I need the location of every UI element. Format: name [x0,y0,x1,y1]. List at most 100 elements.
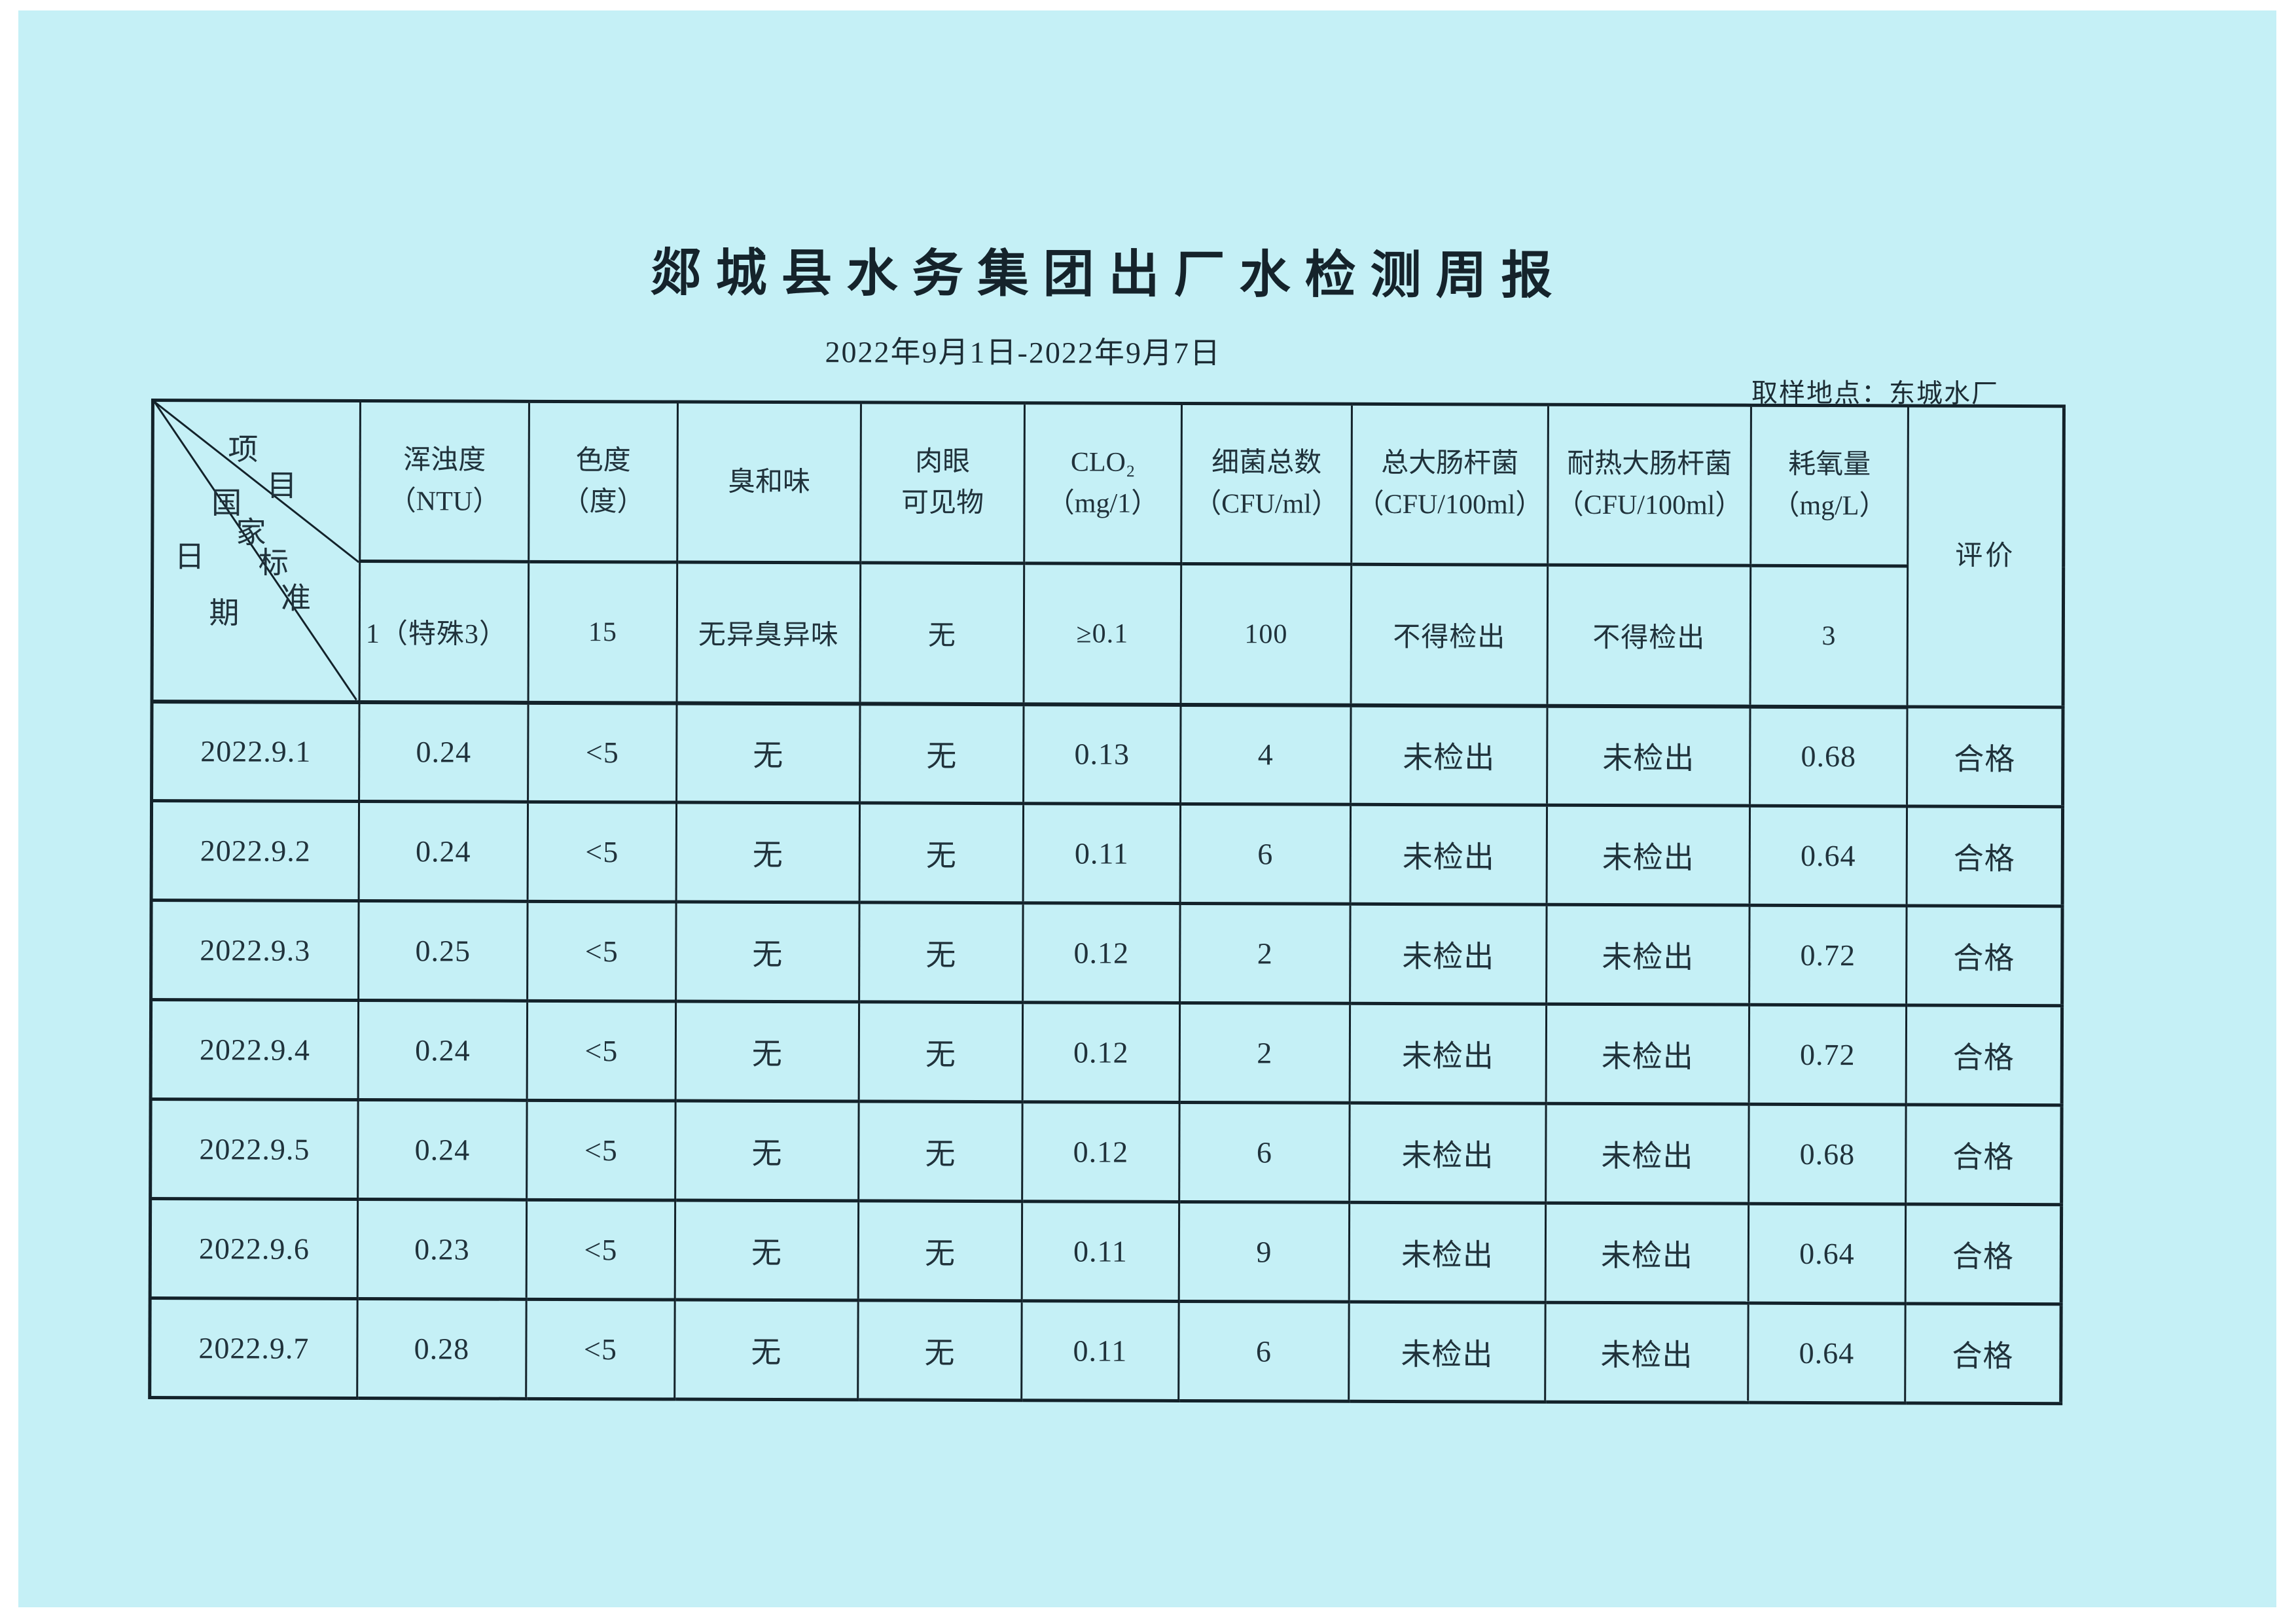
data-cell-bacteria-total: 9 [1179,1202,1350,1302]
data-cell-odor: 无 [676,802,860,902]
standards-row: 1（特殊3） 15 无异臭异味 无 ≥0.1 100 不得检出 不得检出 3 [152,561,2064,707]
column-header-visible-matter: 肉眼 可见物 [860,402,1025,563]
data-cell-oxygen-consumption: 0.68 [1748,1104,1907,1204]
data-cell-odor: 无 [674,1300,859,1400]
data-cell-turbidity: 0.24 [357,1099,528,1200]
evaluation-cell: 合格 [1907,806,2063,906]
diagonal-header-cell: 项目 国家标准 日期 [152,400,361,702]
date-cell: 2022.9.1 [151,701,360,802]
data-cell-visible-matter: 无 [859,703,1024,804]
date-cell: 2022.9.3 [151,900,359,1001]
date-cell: 2022.9.4 [151,999,359,1100]
data-row: 2022.9.4 0.24 <5 无 无 0.12 2 未检出 未检出 0.72… [151,999,2062,1105]
data-cell-coliform-total: 未检出 [1350,705,1548,806]
column-header-oxygen-consumption: 耗氧量 （mg/L） [1750,405,1909,566]
page-content: 郯城县水务集团出厂水检测周报 2022年9月1日-2022年9月7日 取样地点：… [14,10,2278,1614]
data-cell-coliform-total: 未检出 [1349,1103,1547,1204]
data-cell-visible-matter: 无 [857,1300,1022,1400]
data-cell-coliform-heat: 未检出 [1546,904,1750,1005]
data-row: 2022.9.1 0.24 <5 无 无 0.13 4 未检出 未检出 0.68… [151,701,2064,807]
data-cell-odor: 无 [675,1101,859,1201]
data-cell-coliform-total: 未检出 [1349,1202,1546,1303]
date-cell: 2022.9.6 [150,1198,358,1299]
diagonal-char: 日 [174,539,205,573]
header-row: 项目 国家标准 日期 浑浊度 （NTU） 色度 （度） 臭和味 肉眼 可见物 C… [152,400,2064,707]
data-cell-bacteria-total: 6 [1179,1102,1350,1203]
column-header-clo2: CLO₂ （mg/1） [1024,402,1182,564]
data-cell-oxygen-consumption: 0.72 [1749,1005,1907,1105]
data-cell-coliform-heat: 未检出 [1545,1302,1749,1403]
data-cell-clo2: 0.12 [1022,1002,1180,1103]
evaluation-cell: 合格 [1906,1005,2062,1105]
table-body: 2022.9.1 0.24 <5 无 无 0.13 4 未检出 未检出 0.68… [149,701,2064,1404]
column-header-evaluation: 评价 [1907,405,2064,707]
standard-cell: 1（特殊3） [359,561,529,703]
data-cell-bacteria-total: 6 [1180,804,1351,904]
data-cell-turbidity: 0.24 [358,1000,528,1101]
column-header-turbidity: 浑浊度 （NTU） [359,401,529,562]
standard-cell: 不得检出 [1351,564,1548,706]
standard-cell: 无异臭异味 [677,562,861,704]
standard-cell: 3 [1750,565,1908,707]
data-cell-chroma: <5 [526,1100,676,1201]
data-cell-coliform-heat: 未检出 [1546,1004,1749,1105]
column-header-odor: 臭和味 [677,402,861,563]
evaluation-cell: 合格 [1905,1104,2062,1205]
standard-cell: 无 [860,562,1024,704]
data-cell-oxygen-consumption: 0.68 [1749,706,1908,806]
data-row: 2022.9.2 0.24 <5 无 无 0.11 6 未检出 未检出 0.64… [151,800,2063,906]
data-cell-turbidity: 0.24 [359,801,528,902]
data-cell-chroma: <5 [528,702,677,803]
data-cell-oxygen-consumption: 0.64 [1748,1204,1906,1304]
data-cell-chroma: <5 [526,1200,675,1300]
data-cell-clo2: 0.12 [1022,902,1181,1003]
date-cell: 2022.9.5 [150,1099,359,1200]
scanned-paper: 郯城县水务集团出厂水检测周报 2022年9月1日-2022年9月7日 取样地点：… [18,10,2276,1607]
data-cell-turbidity: 0.25 [358,901,528,1001]
data-cell-clo2: 0.13 [1023,704,1181,804]
data-cell-visible-matter: 无 [859,1001,1023,1102]
column-header-coliform-total: 总大肠杆菌 （CFU/100ml） [1351,404,1549,565]
data-cell-clo2: 0.12 [1022,1101,1180,1202]
data-cell-oxygen-consumption: 0.72 [1749,905,1907,1005]
date-cell: 2022.9.7 [149,1298,358,1399]
data-cell-coliform-total: 未检出 [1350,804,1547,905]
data-cell-chroma: <5 [527,901,677,1002]
data-cell-chroma: <5 [526,1299,675,1400]
data-cell-visible-matter: 无 [858,1200,1022,1301]
evaluation-cell: 合格 [1907,706,2064,807]
data-cell-chroma: <5 [527,1001,676,1101]
data-cell-clo2: 0.11 [1022,1201,1179,1302]
diagonal-lines [153,402,359,700]
standard-cell: ≥0.1 [1024,563,1181,705]
standard-cell: 15 [528,562,677,704]
data-cell-chroma: <5 [528,802,677,902]
data-cell-odor: 无 [675,1001,859,1101]
diagonal-label-date: 日期 [154,402,359,700]
data-cell-visible-matter: 无 [858,1101,1023,1202]
data-row: 2022.9.3 0.25 <5 无 无 0.12 2 未检出 未检出 0.72… [151,900,2063,1006]
data-cell-clo2: 0.11 [1021,1300,1179,1401]
evaluation-cell: 合格 [1906,905,2063,1006]
diagonal-char: 期 [209,596,240,630]
data-cell-bacteria-total: 6 [1178,1301,1350,1402]
data-cell-clo2: 0.11 [1023,803,1181,904]
data-cell-bacteria-total: 4 [1180,704,1352,805]
data-row: 2022.9.5 0.24 <5 无 无 0.12 6 未检出 未检出 0.68… [150,1099,2062,1205]
data-cell-coliform-total: 未检出 [1350,1003,1547,1104]
data-cell-coliform-heat: 未检出 [1547,705,1751,806]
evaluation-cell: 合格 [1905,1303,2062,1404]
data-cell-coliform-heat: 未检出 [1545,1103,1749,1204]
data-cell-oxygen-consumption: 0.64 [1749,806,1907,906]
column-header-chroma: 色度 （度） [528,401,678,563]
standard-cell: 100 [1181,563,1352,705]
data-cell-turbidity: 0.24 [359,702,529,802]
water-quality-table: 项目 国家标准 日期 浑浊度 （NTU） 色度 （度） 臭和味 肉眼 可见物 C… [148,399,2066,1406]
data-cell-coliform-total: 未检出 [1350,904,1547,1005]
data-cell-visible-matter: 无 [859,802,1024,903]
standard-cell: 不得检出 [1547,565,1751,707]
data-cell-odor: 无 [675,902,860,1002]
data-cell-coliform-heat: 未检出 [1545,1203,1749,1304]
data-cell-coliform-total: 未检出 [1348,1302,1546,1402]
column-header-coliform-heat: 耐热大肠杆菌 （CFU/100ml） [1547,404,1751,566]
